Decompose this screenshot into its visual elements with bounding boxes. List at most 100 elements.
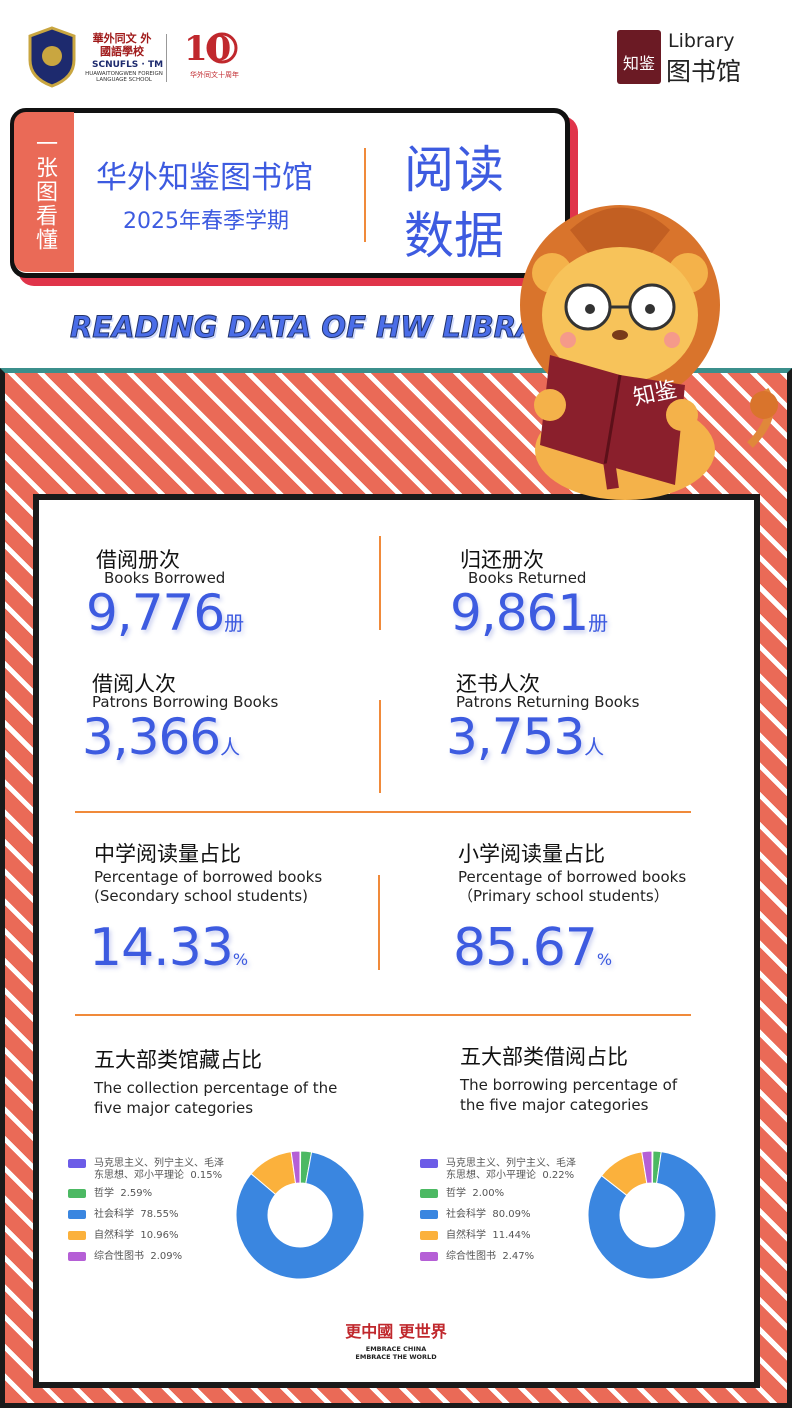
legend-label: 自然科学 xyxy=(94,1230,134,1241)
share-value: 14.33% xyxy=(89,918,248,978)
chart-subtitle: The borrowing percentage of xyxy=(460,1076,678,1094)
legend-item: 综合性图书 2.09% xyxy=(68,1251,233,1263)
legend-value: 2.47% xyxy=(502,1251,535,1262)
legend-swatch xyxy=(420,1251,438,1261)
donut-segment xyxy=(235,1151,365,1280)
legend-swatch xyxy=(68,1158,86,1168)
stat-value: 9,861册 xyxy=(450,584,608,642)
chart-title: 五大部类馆藏占比 xyxy=(94,1048,262,1072)
divider xyxy=(378,875,380,970)
legend-swatch xyxy=(420,1209,438,1219)
share-unit: % xyxy=(232,950,248,969)
legend-value: 2.59% xyxy=(120,1188,153,1199)
library-logo: 知鉴 xyxy=(617,30,661,84)
stat-label-cn: 借阅人次 xyxy=(92,672,176,696)
school-crest xyxy=(28,26,76,88)
stat-value: 3,753人 xyxy=(446,708,604,766)
legend-item: 哲学 2.59% xyxy=(68,1188,233,1200)
stat-number: 9,861 xyxy=(450,584,589,642)
banner-divider xyxy=(364,148,366,242)
legend-label: 哲学 xyxy=(446,1188,466,1199)
legend-value: 78.55% xyxy=(140,1209,179,1220)
legend-label: 马克思主义、列宁主义、毛泽东思想、邓小平理论 xyxy=(446,1158,576,1181)
banner-big: 阅读 xyxy=(404,141,504,199)
divider xyxy=(75,811,691,813)
legend-label: 哲学 xyxy=(94,1188,114,1199)
legend-value: 80.09% xyxy=(492,1209,531,1220)
legend-value: 11.44% xyxy=(492,1230,531,1241)
legend-item: 哲学 2.00% xyxy=(420,1188,585,1200)
legend-value: 0.15% xyxy=(190,1170,223,1181)
legend-label: 社会科学 xyxy=(94,1209,134,1220)
legend-label: 自然科学 xyxy=(446,1230,486,1241)
stat-value: 3,366人 xyxy=(82,708,240,766)
banner-english: READING DATA OF HW LIBRARY xyxy=(69,310,580,345)
donut-segment xyxy=(290,1150,301,1184)
stat-label-en: Patrons Returning Books xyxy=(456,693,640,711)
share-label-en: （Primary school students） xyxy=(458,887,669,905)
chart-subtitle: the five major categories xyxy=(460,1096,649,1114)
banner xyxy=(10,108,570,278)
stat-number: 9,776 xyxy=(86,584,225,642)
stat-label-en: Books Borrowed xyxy=(104,569,226,587)
legend-item: 社会科学 78.55% xyxy=(68,1209,233,1221)
legend-item: 自然科学 10.96% xyxy=(68,1230,233,1242)
donut-segment xyxy=(641,1150,653,1184)
stat-label-cn: 归还册次 xyxy=(460,548,544,572)
stat-unit: 人 xyxy=(220,735,241,759)
anniversary: 华外同文十周年 xyxy=(190,71,239,79)
legend-swatch xyxy=(420,1188,438,1198)
legend-label: 马克思主义、列宁主义、毛泽东思想、邓小平理论 xyxy=(94,1158,224,1181)
divider xyxy=(166,34,167,82)
banner-subtitle: 2025年春季学期 xyxy=(123,209,289,234)
library-cn: 图书馆 xyxy=(666,57,742,86)
legend-label: 综合性图书 xyxy=(94,1251,144,1262)
library-en: Library xyxy=(668,30,735,52)
stat-unit: 册 xyxy=(588,611,609,635)
legend-swatch xyxy=(68,1209,86,1219)
legend-swatch xyxy=(68,1230,86,1240)
divider xyxy=(379,700,381,793)
anniversary-logo: 10 xyxy=(184,29,238,68)
legend-value: 0.22% xyxy=(542,1170,575,1181)
share-label-cn: 中学阅读量占比 xyxy=(94,842,241,866)
stat-unit: 册 xyxy=(224,611,245,635)
stat-label-cn: 还书人次 xyxy=(456,672,540,696)
slogan: 更中國 更世界 xyxy=(345,1322,447,1341)
share-label-cn: 小学阅读量占比 xyxy=(458,842,605,866)
legend-value: 2.09% xyxy=(150,1251,183,1262)
legend-item: 社会科学 80.09% xyxy=(420,1209,585,1221)
legend-item: 马克思主义、列宁主义、毛泽东思想、邓小平理论 0.15% xyxy=(68,1158,233,1182)
legend-value: 2.00% xyxy=(472,1188,505,1199)
legend-swatch xyxy=(420,1230,438,1240)
share-label-en: (Secondary school students) xyxy=(94,887,308,905)
stat-number: 3,366 xyxy=(82,708,221,766)
banner-tag: 一张图看懂 xyxy=(14,112,74,272)
donut-segment xyxy=(587,1151,717,1280)
legend-swatch xyxy=(68,1188,86,1198)
school-en: HUAWAITONGWEN FOREIGN LANGUAGE SCHOOL xyxy=(85,71,163,83)
chart-subtitle: The collection percentage of the xyxy=(94,1079,338,1097)
legend-label: 社会科学 xyxy=(446,1209,486,1220)
share-label-en: Percentage of borrowed books xyxy=(94,868,323,886)
school-short: SCNUFLS · TM xyxy=(92,60,164,70)
stat-unit: 人 xyxy=(584,735,605,759)
stat-number: 3,753 xyxy=(446,708,585,766)
chart-title: 五大部类借阅占比 xyxy=(460,1045,628,1069)
legend-value: 10.96% xyxy=(140,1230,179,1241)
slogan-en: EMBRACE CHINA xyxy=(365,1345,427,1353)
legend-item: 综合性图书 2.47% xyxy=(420,1251,585,1263)
stat-label-en: Patrons Borrowing Books xyxy=(92,693,279,711)
card xyxy=(33,494,760,1388)
legend-swatch xyxy=(68,1251,86,1261)
banner-title: 华外知鉴图书馆 xyxy=(96,160,313,196)
stat-value: 9,776册 xyxy=(86,584,244,642)
share-number: 14.33 xyxy=(89,918,234,978)
legend-label: 综合性图书 xyxy=(446,1251,496,1262)
divider xyxy=(379,536,381,630)
share-label-en: Percentage of borrowed books xyxy=(458,868,687,886)
slogan-en: EMBRACE THE WORLD xyxy=(355,1353,437,1361)
legend-item: 自然科学 11.44% xyxy=(420,1230,585,1242)
